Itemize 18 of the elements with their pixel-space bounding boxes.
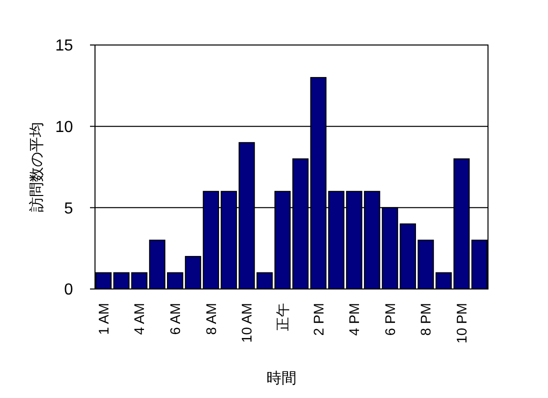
y-tick-label: 15	[55, 38, 74, 55]
x-tick-label: 10 PM	[453, 303, 470, 344]
y-axis-title: 訪問数の平均	[28, 122, 46, 212]
y-tick-label: 10	[55, 118, 74, 136]
x-tick-label: 8 PM	[418, 303, 434, 336]
x-tick-label: 8 AM	[202, 303, 219, 335]
x-tick-label: 6 PM	[382, 303, 398, 336]
y-tick-label: 5	[64, 200, 74, 218]
x-tick-label: 正午	[274, 303, 290, 331]
x-tick-label: 10 AM	[238, 303, 255, 343]
x-tick-label: 4 PM	[346, 303, 362, 336]
x-axis-title: 時間	[266, 370, 296, 387]
x-tick-label: 6 AM	[167, 303, 184, 335]
x-tick-label: 2 PM	[310, 303, 326, 336]
x-tick-label: 1 AM	[95, 303, 112, 335]
y-tick-label: 0	[64, 282, 74, 299]
bar	[184, 256, 202, 290]
x-tick-label: 4 AM	[131, 303, 148, 335]
